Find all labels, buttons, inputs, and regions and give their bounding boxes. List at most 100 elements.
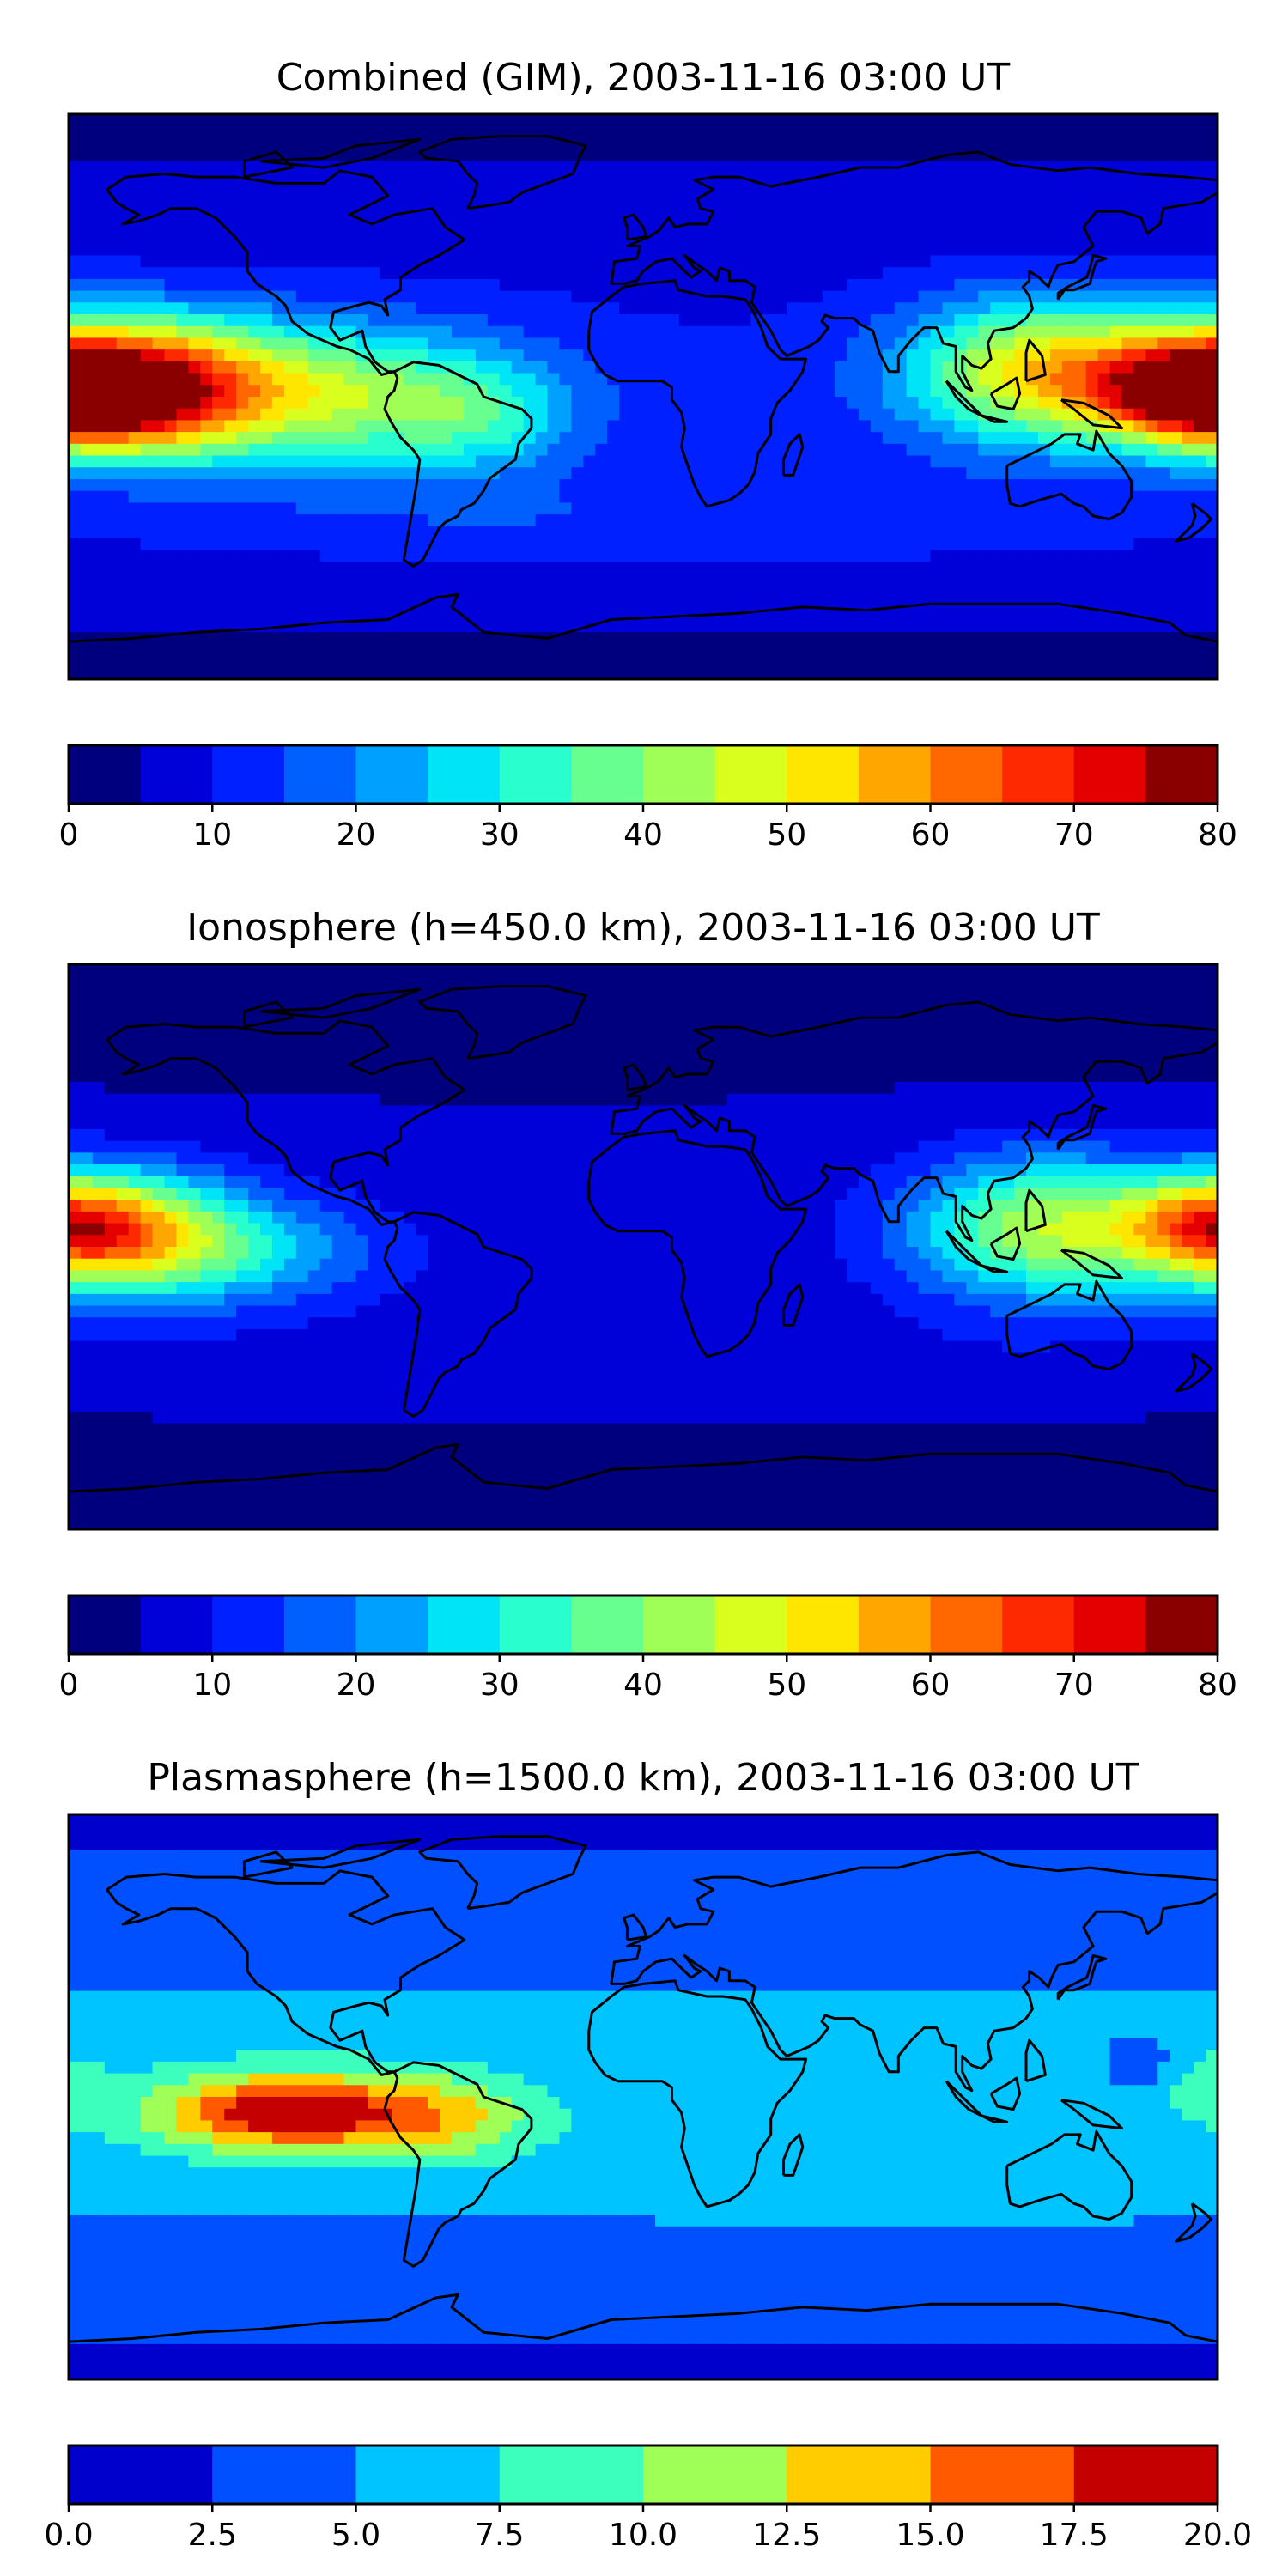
field-cell bbox=[1073, 208, 1087, 221]
field-cell bbox=[870, 420, 884, 433]
field-cell bbox=[583, 278, 596, 292]
field-cell bbox=[104, 455, 118, 468]
field-cell bbox=[176, 385, 189, 398]
field-cell bbox=[1037, 173, 1051, 185]
field-cell bbox=[176, 361, 189, 374]
field-cell bbox=[835, 561, 848, 574]
field-cell bbox=[1049, 397, 1063, 410]
field-cell bbox=[1037, 667, 1051, 679]
field-cell bbox=[1109, 232, 1123, 245]
field-cell bbox=[738, 964, 752, 977]
field-cell bbox=[499, 255, 513, 268]
panel-title: Ionosphere (h=450.0 km), 2003-11-16 03:0… bbox=[186, 906, 1100, 950]
field-cell bbox=[319, 538, 333, 550]
field-cell bbox=[1097, 185, 1111, 197]
field-cell bbox=[1049, 561, 1063, 574]
field-cell bbox=[523, 478, 537, 492]
field-cell bbox=[643, 526, 656, 539]
field-cell bbox=[942, 608, 955, 622]
field-cell bbox=[894, 573, 908, 586]
field-cell bbox=[224, 361, 237, 374]
field-cell bbox=[116, 290, 130, 303]
field-cell bbox=[654, 526, 668, 539]
field-cell bbox=[966, 397, 979, 410]
field-cell bbox=[523, 373, 537, 386]
field-cell bbox=[319, 278, 333, 292]
field-cell bbox=[823, 514, 835, 527]
field-cell bbox=[271, 573, 285, 586]
field-cell bbox=[942, 267, 955, 280]
field-cell bbox=[1037, 561, 1051, 574]
field-cell bbox=[428, 667, 440, 679]
field-cell bbox=[224, 632, 237, 645]
field-cell bbox=[726, 538, 740, 550]
field-cell bbox=[547, 538, 561, 550]
field-cell bbox=[404, 290, 416, 303]
field-cell bbox=[690, 161, 704, 174]
field-cell bbox=[870, 232, 884, 245]
field-cell bbox=[690, 620, 704, 633]
field-cell bbox=[200, 125, 213, 139]
field-cell bbox=[295, 608, 309, 622]
field-cell bbox=[942, 185, 955, 197]
field-cell bbox=[1182, 597, 1194, 610]
field-cell bbox=[571, 196, 584, 210]
field-cell bbox=[799, 314, 811, 327]
field-cell bbox=[738, 987, 752, 1000]
field-cell bbox=[1002, 243, 1015, 257]
field-cell bbox=[499, 573, 513, 586]
field-cell bbox=[787, 232, 799, 245]
field-cell bbox=[463, 526, 477, 539]
field-cell bbox=[283, 585, 297, 598]
field-cell bbox=[200, 349, 213, 362]
field-cell bbox=[380, 573, 392, 586]
field-cell bbox=[762, 208, 775, 221]
field-cell bbox=[547, 337, 561, 350]
field-cell bbox=[283, 420, 297, 433]
field-cell bbox=[966, 502, 979, 515]
field-cell bbox=[1157, 349, 1170, 362]
field-cell bbox=[1145, 408, 1158, 422]
field-cell bbox=[811, 964, 823, 977]
field-cell bbox=[499, 585, 513, 598]
field-cell bbox=[331, 608, 345, 622]
field-cell bbox=[702, 373, 716, 386]
field-cell bbox=[702, 538, 716, 550]
field-cell bbox=[248, 361, 261, 374]
field-cell bbox=[954, 114, 967, 127]
field-cell bbox=[69, 361, 82, 374]
field-cell bbox=[954, 490, 967, 503]
field-cell bbox=[80, 185, 94, 197]
field-cell bbox=[1170, 526, 1182, 539]
field-cell bbox=[714, 667, 728, 679]
field-cell bbox=[942, 137, 955, 150]
field-cell bbox=[104, 620, 118, 633]
field-cell bbox=[80, 349, 94, 362]
field-cell bbox=[823, 232, 835, 245]
field-cell bbox=[547, 397, 561, 410]
field-cell bbox=[858, 137, 872, 150]
field-cell bbox=[152, 632, 166, 645]
field-cell bbox=[583, 302, 596, 315]
field-cell bbox=[307, 278, 321, 292]
field-cell bbox=[535, 267, 549, 280]
field-cell bbox=[571, 585, 584, 598]
field-cell bbox=[380, 632, 392, 645]
field-cell bbox=[128, 538, 142, 550]
field-cell bbox=[738, 667, 752, 679]
field-cell bbox=[260, 267, 273, 280]
field-cell bbox=[894, 125, 908, 139]
field-cell bbox=[236, 185, 249, 197]
field-cell bbox=[678, 655, 692, 668]
field-cell bbox=[906, 490, 920, 503]
field-cell bbox=[80, 526, 94, 539]
field-cell bbox=[918, 573, 932, 586]
field-cell bbox=[1002, 632, 1015, 645]
field-cell bbox=[690, 443, 704, 457]
field-cell bbox=[511, 585, 525, 598]
field-cell bbox=[990, 632, 1003, 645]
field-cell bbox=[224, 964, 237, 977]
field-cell bbox=[380, 337, 392, 350]
field-cell bbox=[1194, 349, 1206, 362]
field-cell bbox=[307, 420, 321, 433]
